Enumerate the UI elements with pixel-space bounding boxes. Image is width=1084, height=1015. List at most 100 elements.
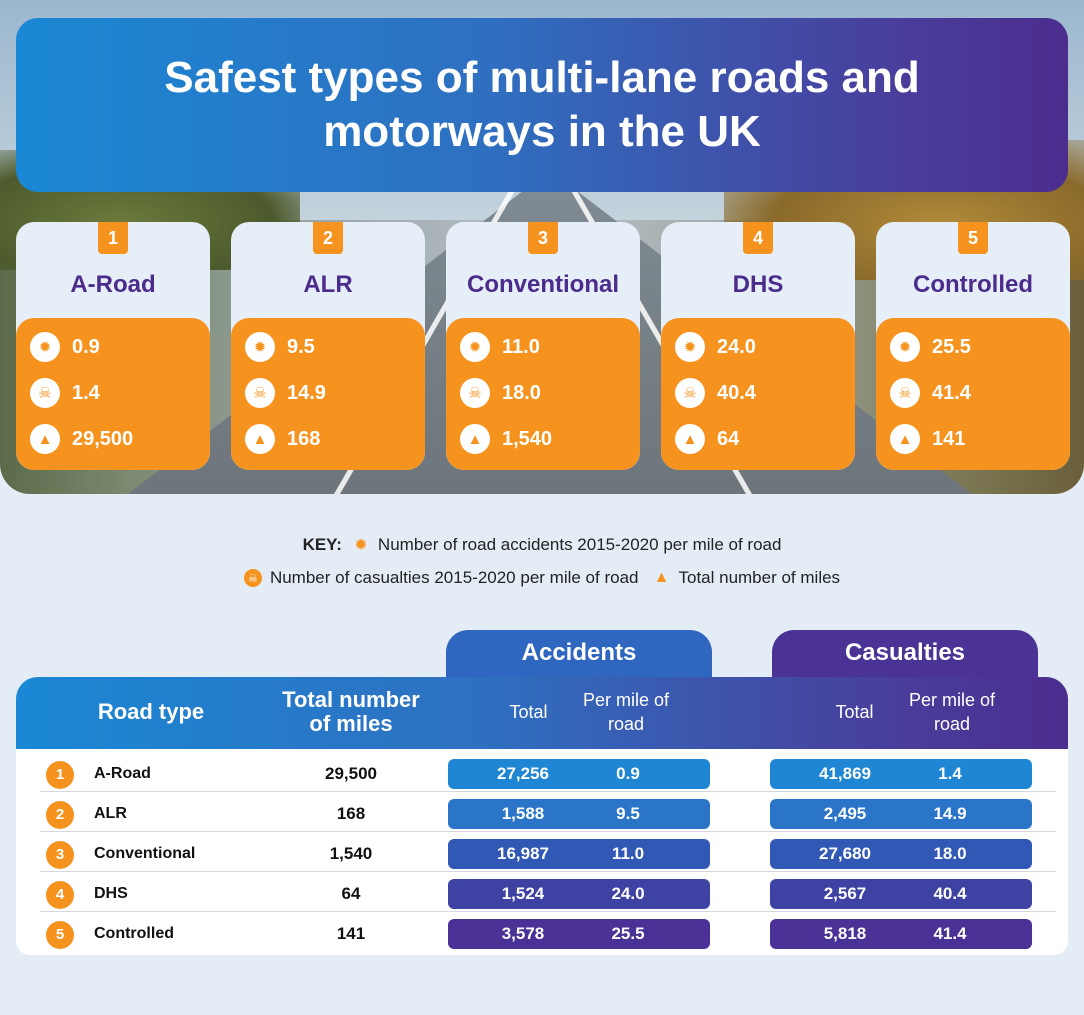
stat-accidents: ✹ 24.0 — [675, 332, 756, 362]
acc-total: 1,524 — [501, 884, 545, 903]
stat-casualties: ☠ 40.4 — [675, 378, 756, 408]
key-accidents: Number of road accidents 2015-2020 per m… — [377, 535, 782, 554]
accidents-value: 25.5 — [932, 335, 971, 358]
col-total-miles: Total number of miles — [282, 687, 420, 736]
stat-accidents: ✹ 11.0 — [460, 332, 540, 362]
col-acc-per-mile: Per mile of road — [582, 690, 670, 734]
row-divider — [40, 831, 1056, 832]
casualties-pill: 5,818 41.4 — [770, 919, 1032, 949]
row-total-miles: 64 — [341, 884, 361, 903]
cas-total: 27,680 — [819, 844, 871, 863]
stat-miles: ▲ 141 — [890, 424, 965, 454]
car-crash-icon: ✹ — [30, 332, 60, 362]
road-icon: ▲ — [675, 424, 705, 454]
cas-per-mile: 14.9 — [933, 804, 967, 823]
table-row: 3 Conventional 1,540 16,987 11.0 27,680 18.0 — [16, 832, 1068, 872]
col-cas-per-mile: Per mile of road — [908, 690, 996, 734]
card-road-name: ALR — [303, 271, 353, 298]
casualties-pill: 41,869 1.4 — [770, 759, 1032, 789]
car-crash-icon: ✹ — [245, 332, 275, 362]
casualties-pill: 27,680 18.0 — [770, 839, 1032, 869]
road-card: 5 Controlled ✹ 25.5 ☠ 41.4 ▲ 141 — [876, 222, 1070, 470]
accidents-value: 0.9 — [72, 335, 100, 358]
road-icon: ▲ — [653, 569, 670, 586]
casualties-value: 41.4 — [932, 381, 971, 404]
stat-miles: ▲ 29,500 — [30, 424, 133, 454]
stat-casualties: ☠ 1.4 — [30, 378, 100, 408]
casualties-value: 1.4 — [72, 381, 100, 404]
skull-icon: ☠ — [675, 378, 705, 408]
accidents-pill: 27,256 0.9 — [448, 759, 710, 789]
accidents-value: 24.0 — [717, 335, 756, 358]
cas-per-mile: 18.0 — [933, 844, 967, 863]
table-row: 5 Controlled 141 3,578 25.5 5,818 41.4 — [16, 912, 1068, 952]
card-road-name: Conventional — [466, 271, 619, 298]
casualties-value: 18.0 — [502, 381, 541, 404]
miles-value: 1,540 — [502, 427, 553, 450]
acc-per-mile: 11.0 — [611, 844, 645, 863]
card-stats: ✹ 9.5 ☠ 14.9 ▲ 168 — [231, 318, 425, 470]
table-header: Road type Total number of miles Total Pe… — [16, 677, 1068, 749]
skull-icon: ☠ — [245, 378, 275, 408]
col-acc-total: Total — [509, 702, 548, 722]
cas-total: 2,567 — [823, 884, 867, 903]
row-total-miles: 141 — [336, 924, 366, 943]
key-casualties: Number of casualties 2015-2020 per mile … — [269, 568, 639, 587]
miles-value: 29,500 — [72, 427, 134, 450]
row-divider — [40, 871, 1056, 872]
miles-value: 168 — [287, 427, 321, 450]
card-stats: ✹ 0.9 ☠ 1.4 ▲ 29,500 — [16, 318, 210, 470]
miles-value: 141 — [932, 427, 966, 450]
road-icon: ▲ — [890, 424, 920, 454]
table-row: 2 ALR 168 1,588 9.5 2,495 14.9 — [16, 792, 1068, 832]
accidents-value: 11.0 — [502, 335, 540, 358]
acc-total: 16,987 — [497, 844, 549, 863]
card-road-name: DHS — [732, 271, 784, 298]
accidents-value: 9.5 — [287, 335, 315, 358]
casualties-pill: 2,495 14.9 — [770, 799, 1032, 829]
miles-value: 64 — [717, 427, 740, 450]
rank-badge: 4 — [743, 222, 773, 254]
row-divider — [40, 911, 1056, 912]
table-body: 1 A-Road 29,500 27,256 0.9 41,869 1.4 2 ALR 168 1,… — [16, 749, 1068, 955]
row-road-type: ALR — [94, 805, 127, 822]
stat-casualties: ☠ 41.4 — [890, 378, 971, 408]
casualties-value: 14.9 — [287, 381, 326, 404]
rank-badge: 4 — [46, 881, 74, 909]
car-crash-icon: ✹ — [675, 332, 705, 362]
cas-per-mile: 1.4 — [938, 764, 962, 783]
acc-per-mile: 25.5 — [611, 924, 645, 943]
row-road-type: A-Road — [94, 765, 151, 782]
skull-icon: ☠ — [890, 378, 920, 408]
rank-badge: 2 — [46, 801, 74, 829]
table-row: 4 DHS 64 1,524 24.0 2,567 40.4 — [16, 872, 1068, 912]
page-title: Safest types of multi-lane roads and mot… — [164, 53, 920, 156]
acc-total: 3,578 — [501, 924, 545, 943]
stat-miles: ▲ 64 — [675, 424, 739, 454]
rank-badge: 3 — [528, 222, 558, 254]
acc-per-mile: 0.9 — [616, 764, 640, 783]
accidents-pill: 3,578 25.5 — [448, 919, 710, 949]
row-total-miles: 168 — [336, 804, 366, 823]
stat-accidents: ✹ 0.9 — [30, 332, 100, 362]
card-stats: ✹ 25.5 ☠ 41.4 ▲ 141 — [876, 318, 1070, 470]
row-road-type: Conventional — [94, 845, 196, 862]
stat-casualties: ☠ 18.0 — [460, 378, 541, 408]
stat-miles: ▲ 1,540 — [460, 424, 552, 454]
key-miles: Total number of miles — [678, 568, 841, 587]
key-line-1: KEY: ✹ Number of road accidents 2015-202… — [0, 535, 1084, 555]
cas-per-mile: 41.4 — [933, 924, 967, 943]
stat-casualties: ☠ 14.9 — [245, 378, 326, 408]
car-crash-icon: ✹ — [354, 537, 368, 554]
rank-badge: 5 — [958, 222, 988, 254]
card-road-name: Controlled — [913, 271, 1033, 298]
road-card: 4 DHS ✹ 24.0 ☠ 40.4 ▲ 64 — [661, 222, 855, 470]
card-stats: ✹ 24.0 ☠ 40.4 ▲ 64 — [661, 318, 855, 470]
casualties-pill: 2,567 40.4 — [770, 879, 1032, 909]
road-icon: ▲ — [245, 424, 275, 454]
cas-total: 2,495 — [823, 804, 867, 823]
skull-icon: ☠ — [460, 378, 490, 408]
rank-badge: 5 — [46, 921, 74, 949]
key-label: KEY: — [302, 535, 342, 554]
stat-accidents: ✹ 9.5 — [245, 332, 315, 362]
